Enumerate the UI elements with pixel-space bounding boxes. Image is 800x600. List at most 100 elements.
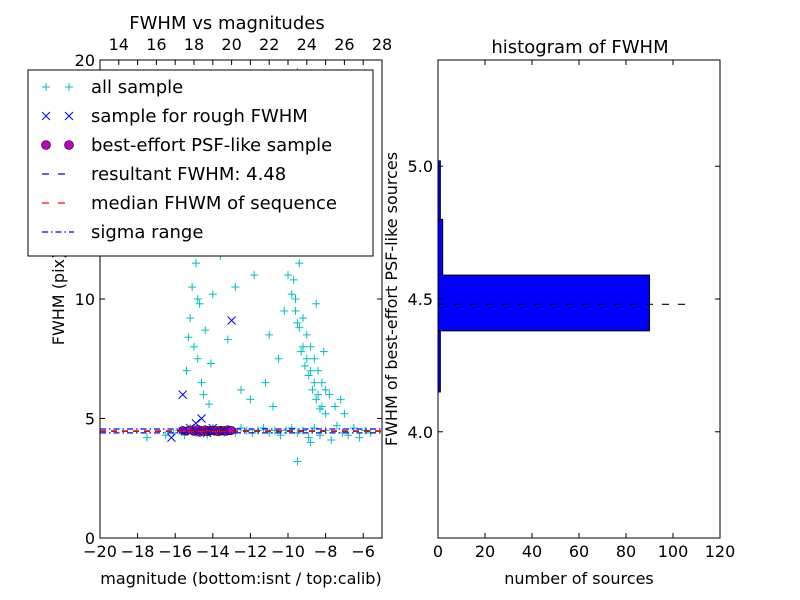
all-sample-point-113	[237, 385, 245, 394]
scatter-top-tick-label: 22	[259, 35, 279, 54]
all-sample-point-78	[312, 395, 321, 404]
scatter-top-tick-label: 24	[297, 35, 317, 54]
all-sample-point-73	[293, 318, 302, 327]
all-sample-point-31	[332, 421, 341, 430]
all-sample-point-46	[195, 299, 204, 308]
histogram-x-tick-label: 20	[475, 542, 495, 561]
all-sample-point-109	[319, 347, 328, 356]
legend-label-1: sample for rough FWHM	[91, 106, 308, 127]
scatter-title: FWHM vs magnitudes	[129, 13, 324, 34]
rough-fwhm-point-4	[197, 414, 206, 423]
scatter-x-tick-label: −8	[314, 542, 338, 561]
all-sample-point-108	[340, 409, 349, 418]
legend-entry-1: sample for rough FWHM	[41, 106, 308, 127]
legend-label-4: median FHWM of sequence	[91, 193, 337, 214]
all-sample-point-88	[317, 378, 326, 387]
all-sample-point-117	[231, 283, 240, 292]
histogram-x-axis-label: number of sources	[504, 569, 654, 588]
legend-label-0: all sample	[91, 77, 183, 98]
all-sample-point-40	[186, 314, 195, 323]
all-sample-point-62	[287, 290, 296, 299]
all-sample-point-82	[291, 295, 300, 303]
legend-label-3: resultant FWHM: 4.48	[91, 164, 286, 185]
all-sample-point-30	[327, 436, 336, 445]
histogram-bar-1	[437, 274, 650, 332]
legend-entry-2: best-effort PSF-like sample	[41, 135, 332, 156]
all-sample-point-112	[246, 395, 255, 404]
all-sample-point-79	[315, 404, 324, 413]
all-sample-point-77	[308, 385, 317, 394]
all-sample-point-50	[208, 290, 217, 299]
all-sample-point-100	[250, 271, 259, 280]
all-sample-point-55	[199, 390, 208, 399]
scatter-x-tick-label: −20	[83, 542, 117, 561]
legend-marker-circle	[64, 140, 74, 150]
scatter-panel: −20 −18 −16 −14 −12 −10 −8 −6 14 16 18 20 22 24 26 28 0 5…	[49, 13, 392, 588]
scatter-x-tick-label: −14	[196, 542, 230, 561]
scatter-x-axis-label: magnitude (bottom:isnt / top:calib)	[100, 569, 381, 588]
legend-entry-3: resultant FWHM: 4.48	[42, 164, 286, 185]
legend-entry-4: median FHWM of sequence	[42, 193, 337, 214]
legend-marker-x	[41, 111, 51, 121]
scatter-y-tick-label: 10	[75, 290, 95, 309]
all-sample-point-105	[325, 390, 334, 399]
scatter-top-tick-label: 28	[372, 35, 392, 54]
reference-lines-layer	[100, 428, 382, 434]
scatter-x-tick-label: −6	[351, 542, 375, 561]
scatter-y-axis-label: FWHM (pix)	[49, 253, 68, 346]
all-sample-point-56	[205, 400, 214, 409]
histogram-y-tick-label: 5.0	[408, 157, 433, 176]
all-sample-point-59	[193, 295, 202, 303]
histogram-x-tick-label: 80	[616, 542, 636, 561]
rough-fwhm-point-0	[167, 433, 176, 442]
all-sample-point-48	[206, 359, 215, 368]
histogram-x-tick-label: 0	[433, 542, 443, 561]
all-sample-point-107	[336, 395, 345, 404]
all-sample-point-89	[321, 385, 330, 394]
scatter-top-tick-label: 26	[334, 35, 354, 54]
scatter-top-tick-label: 20	[221, 35, 241, 54]
all-sample-point-14	[237, 424, 245, 433]
scatter-x-tick-label: −10	[271, 542, 305, 561]
histogram-x-tick-label: 60	[569, 542, 589, 561]
all-sample-point-87	[314, 366, 323, 375]
all-sample-point-53	[184, 333, 193, 342]
histogram-bar-2	[437, 218, 444, 276]
histogram-bars-layer	[437, 160, 692, 393]
scatter-y-tick-label: 20	[75, 51, 95, 70]
scatter-top-tick-label: 16	[146, 35, 166, 54]
all-sample-point-111	[268, 402, 277, 411]
scatter-y-tick-label: 5	[85, 410, 95, 429]
all-sample-point-47	[201, 326, 210, 335]
all-sample-point-41	[190, 342, 198, 351]
scatter-ticks-layer: −20 −18 −16 −14 −12 −10 −8 −6 14 16 18 20 22 24 26 28 0 5…	[75, 35, 393, 561]
all-sample-point-65	[299, 342, 308, 351]
scatter-top-tick-label: 18	[184, 35, 204, 54]
all-sample-point-18	[259, 424, 268, 433]
all-sample-point-61	[284, 271, 292, 280]
histogram-panel: 0 20 40 60 80 100 120 4.0 4.5 5.0 histogram of FW…	[382, 37, 735, 588]
all-sample-point-35	[355, 433, 364, 442]
histogram-ticks-layer: 0 20 40 60 80 100 120 4.0 4.5 5.0	[408, 60, 736, 561]
all-sample-point-44	[188, 283, 197, 292]
all-sample-point-115	[265, 330, 274, 339]
all-sample-point-69	[314, 390, 323, 399]
all-sample-point-42	[193, 354, 202, 363]
all-sample-point-39	[306, 438, 315, 447]
all-sample-point-72	[289, 275, 298, 284]
all-sample-point-110	[261, 378, 270, 387]
all-sample-point-63	[291, 306, 300, 315]
all-sample-point-68	[310, 378, 319, 387]
histogram-x-tick-label: 120	[705, 542, 736, 561]
all-sample-point-84	[302, 330, 311, 339]
histogram-y-axis-label: FWHM of best-effort PSF-like sources	[382, 152, 401, 446]
all-sample-point-119	[312, 299, 321, 308]
all-sample-point-75	[300, 361, 309, 370]
all-sample-point-45	[191, 259, 200, 268]
all-sample-point-26	[304, 433, 313, 442]
legend-items: all sample sample for rough FWHM best-effo…	[41, 77, 337, 243]
legend-label-2: best-effort PSF-like sample	[91, 135, 332, 156]
scatter-x-tick-label: −12	[234, 542, 268, 561]
all-sample-point-0	[143, 433, 151, 442]
all-sample-point-54	[182, 366, 191, 375]
